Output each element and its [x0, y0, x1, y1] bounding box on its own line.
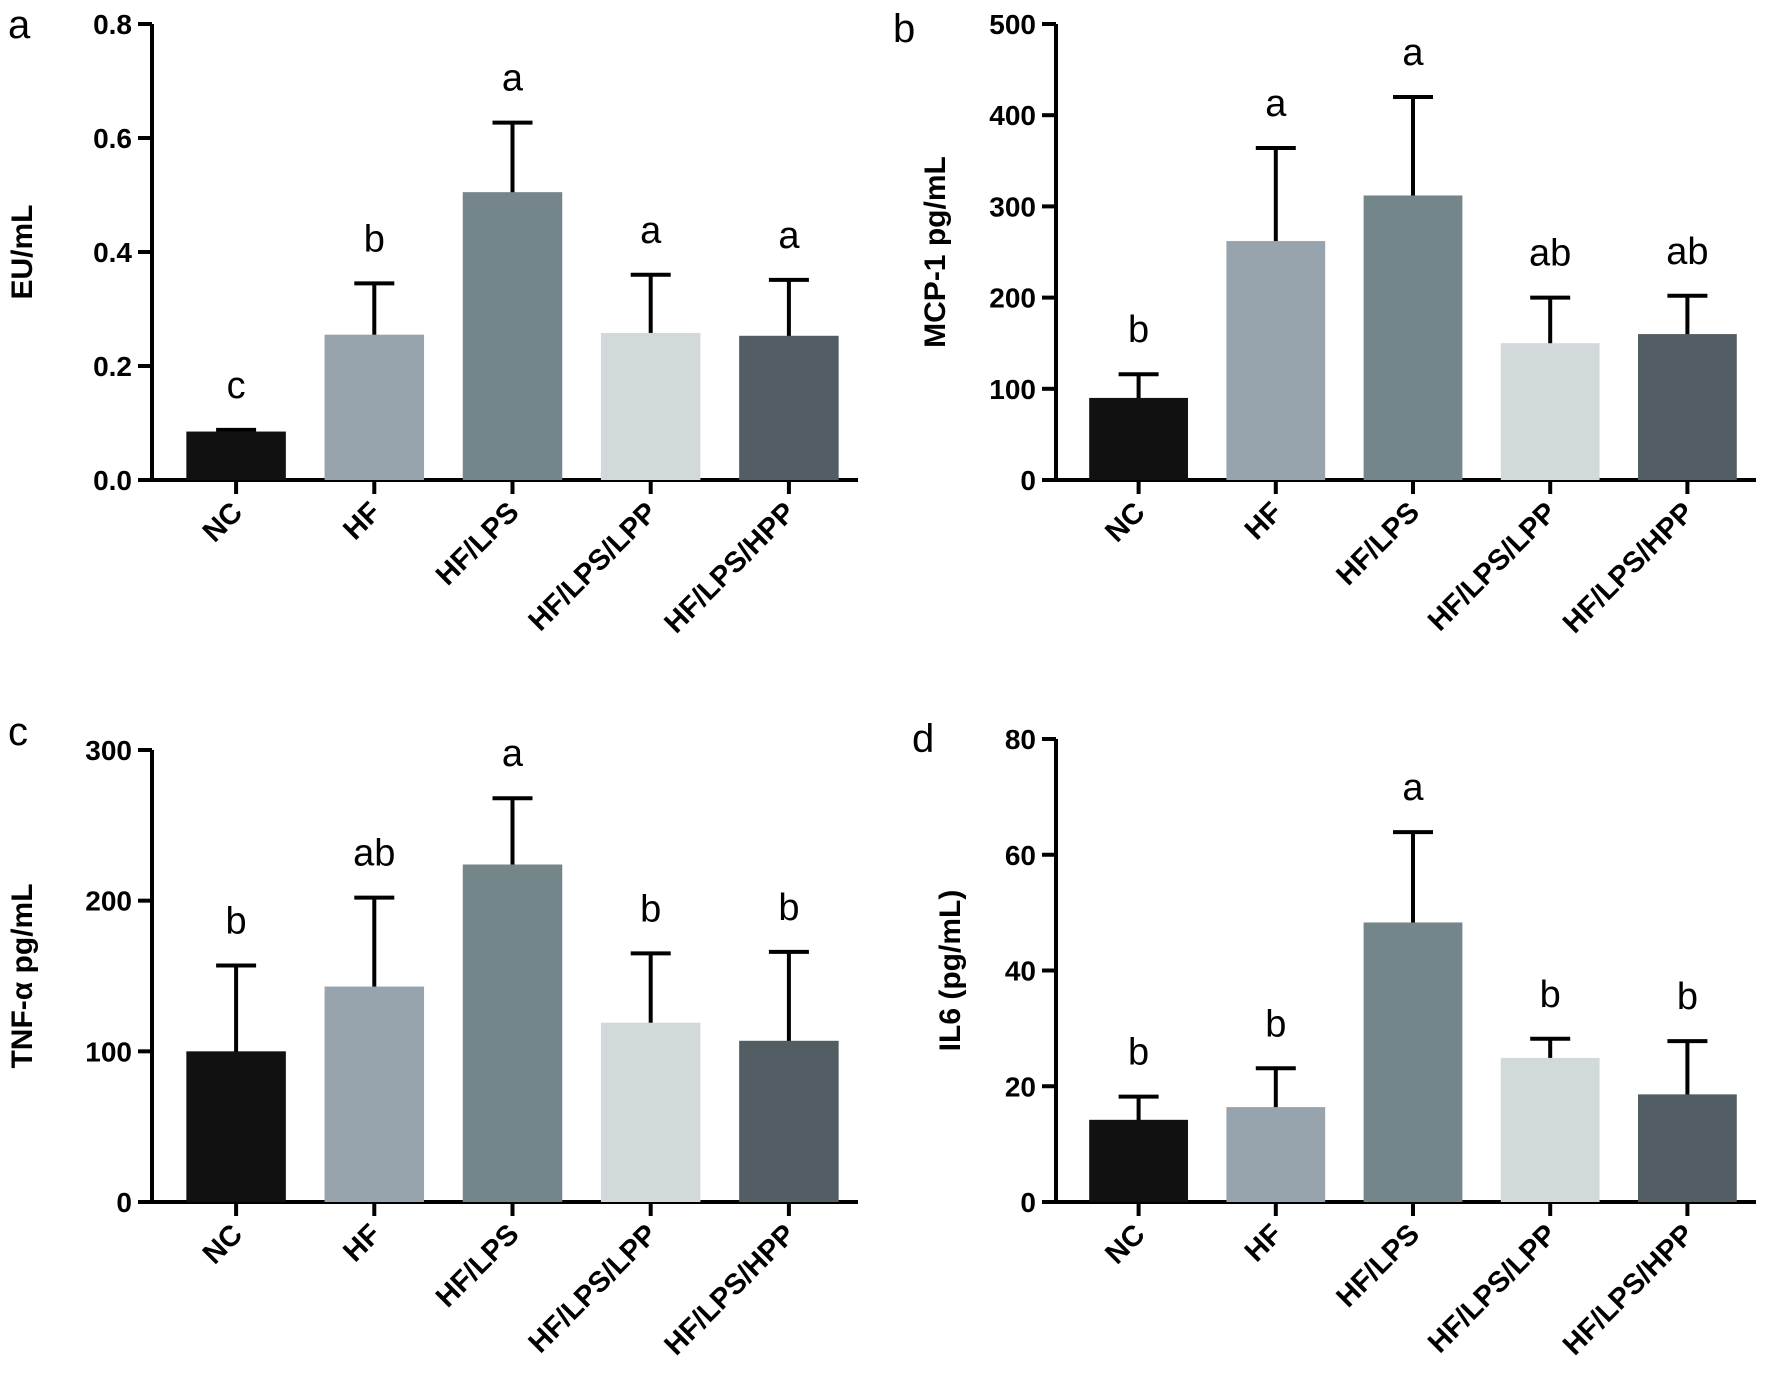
x-category-label: HF	[337, 1218, 387, 1268]
x-category-label: NC	[197, 1218, 249, 1270]
y-axis-title: MCP-1 pg/mL	[919, 156, 952, 348]
significance-label: b	[1540, 974, 1561, 1016]
x-category-label: HF/LPS/LPP	[1422, 496, 1563, 637]
x-category-label: HF	[1239, 1218, 1289, 1268]
bar-nc	[1089, 397, 1188, 480]
y-axis-title: TNF-α pg/mL	[6, 883, 39, 1068]
x-category-label: HF/LPS/HPP	[658, 1218, 801, 1361]
x-category-label: HF/LPS	[430, 1218, 526, 1314]
bar-hf-lps-hpp	[1638, 1094, 1737, 1202]
x-category-label: HF/LPS	[1330, 1218, 1426, 1314]
x-category-label: HF/LPS/LPP	[523, 496, 664, 637]
chart-panel-b: b MCP-1 pg/mL 0 100 200 300 400 500 b NC a HF a HF/LP…	[893, 7, 1756, 640]
significance-label: a	[1402, 32, 1424, 74]
bar-hf	[1226, 1107, 1326, 1202]
significance-label: a	[502, 58, 524, 100]
y-tick-label: 0	[1020, 465, 1036, 496]
panel-letter: a	[8, 3, 31, 47]
y-tick-label: 20	[1005, 1071, 1036, 1102]
bar-nc	[186, 1051, 286, 1202]
significance-label: b	[778, 887, 799, 929]
y-tick-label: 40	[1005, 956, 1036, 987]
bar-hf-lps	[462, 192, 563, 480]
significance-label: ab	[353, 833, 395, 875]
y-tick-label: 0	[1020, 1187, 1036, 1218]
x-category-label: HF/LPS/HPP	[658, 496, 801, 639]
y-tick-label: 200	[85, 886, 132, 917]
y-tick-label: 200	[989, 283, 1036, 314]
significance-label: a	[502, 733, 524, 775]
y-tick-label: 0.2	[93, 351, 132, 382]
bar-hf-lps	[1363, 922, 1463, 1202]
x-category-label: NC	[1099, 1218, 1151, 1270]
x-category-label: HF/LPS/LPP	[1422, 1218, 1563, 1359]
significance-label: ab	[1666, 231, 1708, 273]
significance-label: b	[640, 888, 661, 930]
chart-panel-c: c TNF-α pg/mL 0 100 200 300 b NC ab HF a HF/LPS b HF/…	[6, 710, 858, 1362]
bar-hf-lps-lpp	[600, 1022, 701, 1202]
significance-label: b	[226, 900, 247, 942]
bar-hf	[1226, 241, 1326, 480]
significance-label: a	[1265, 83, 1287, 125]
y-axis-title: IL6 (pg/mL)	[934, 890, 967, 1052]
y-axis-title: EU/mL	[6, 204, 39, 299]
significance-label: ab	[1529, 233, 1571, 275]
chart-panel-a: a EU/mL 0.0 0.2 0.4 0.6 0.8 c NC b HF a HF/LPS a HF/LP…	[6, 3, 858, 640]
significance-label: b	[1265, 1003, 1286, 1045]
x-category-label: HF/LPS/HPP	[1557, 1218, 1700, 1361]
bar-hf	[324, 986, 425, 1202]
bar-hf-lps-hpp	[1638, 334, 1737, 480]
y-tick-label: 100	[85, 1036, 132, 1067]
bar-nc	[1089, 1119, 1188, 1202]
y-tick-label: 0.4	[93, 237, 132, 268]
bar-hf-lps-lpp	[1500, 343, 1600, 480]
y-tick-label: 0.6	[93, 123, 132, 154]
significance-label: c	[227, 365, 246, 407]
y-tick-label: 0.8	[93, 9, 132, 40]
significance-label: b	[1128, 309, 1149, 351]
y-tick-label: 100	[989, 374, 1036, 405]
y-tick-label: 0	[116, 1187, 132, 1218]
significance-label: b	[1128, 1032, 1149, 1074]
panel-letter: b	[893, 7, 915, 51]
x-category-label: HF	[337, 496, 387, 546]
significance-label: b	[1677, 976, 1698, 1018]
y-tick-label: 80	[1005, 724, 1036, 755]
y-tick-label: 500	[989, 9, 1036, 40]
y-tick-label: 300	[989, 191, 1036, 222]
significance-label: a	[778, 215, 800, 257]
y-tick-label: 60	[1005, 840, 1036, 871]
significance-label: a	[1402, 767, 1424, 809]
x-category-label: HF	[1239, 496, 1289, 546]
bar-nc	[186, 431, 286, 480]
chart-panel-d: d IL6 (pg/mL) 0 20 40 60 80 b NC b HF a HF/LPS b HF/LP…	[912, 717, 1756, 1362]
y-tick-label: 400	[989, 100, 1036, 131]
bar-hf	[324, 334, 425, 480]
significance-label: b	[364, 218, 385, 260]
bar-hf-lps-lpp	[600, 332, 701, 480]
significance-label: a	[640, 210, 662, 252]
x-category-label: HF/LPS/HPP	[1557, 496, 1700, 639]
y-tick-label: 300	[85, 735, 132, 766]
x-category-label: HF/LPS	[430, 496, 526, 592]
bar-hf-lps-hpp	[739, 1040, 839, 1202]
x-category-label: NC	[197, 496, 249, 548]
y-tick-label: 0.0	[93, 465, 132, 496]
x-category-label: HF/LPS/LPP	[523, 1218, 664, 1359]
bar-hf-lps-lpp	[1500, 1057, 1600, 1202]
panel-letter: c	[8, 710, 28, 754]
panel-letter: d	[912, 717, 934, 761]
bar-hf-lps	[1363, 195, 1463, 480]
bar-hf-lps-hpp	[739, 335, 839, 480]
bar-hf-lps	[462, 864, 563, 1202]
x-category-label: HF/LPS	[1330, 496, 1426, 592]
x-category-label: NC	[1099, 496, 1151, 548]
